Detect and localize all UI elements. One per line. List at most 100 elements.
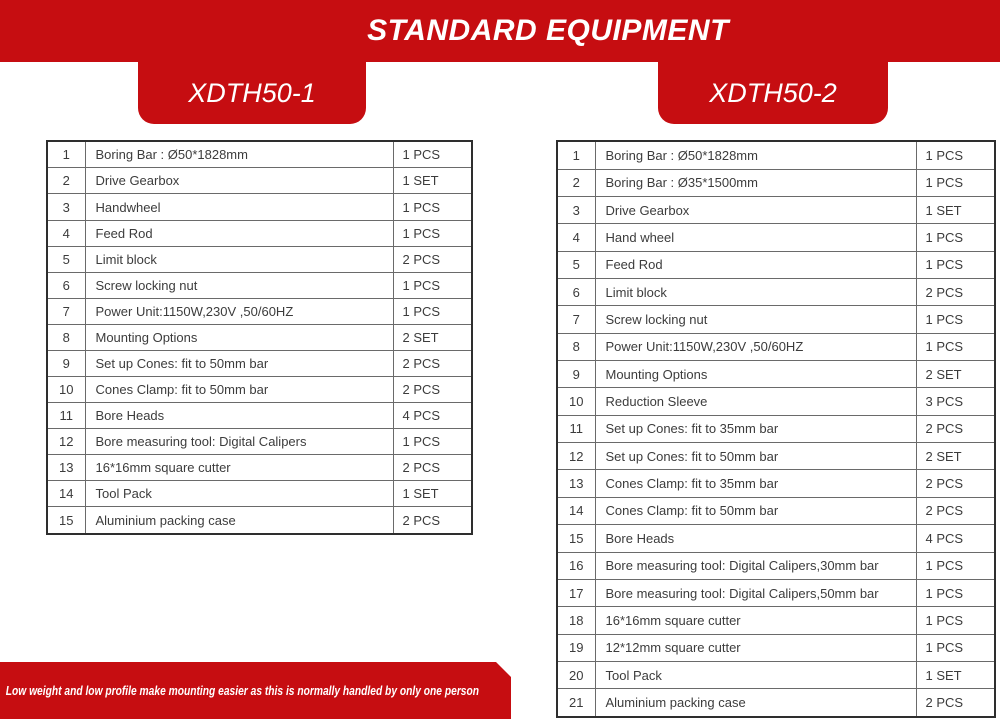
item-description: Cones Clamp: fit to 35mm bar	[594, 469, 917, 498]
row-number: 2	[46, 167, 86, 195]
item-quantity: 1 PCS	[915, 250, 996, 280]
table-row: 16 Bore measuring tool: Digital Calipers,…	[556, 551, 996, 580]
table-row: 2 Drive Gearbox 1 SET	[46, 167, 473, 195]
table-row: 13 16*16mm square cutter 2 PCS	[46, 454, 473, 482]
row-number: 11	[46, 402, 86, 430]
title-banner: STANDARD EQUIPMENT	[0, 0, 1000, 62]
table-row: 11 Bore Heads 4 PCS	[46, 402, 473, 430]
item-quantity: 4 PCS	[392, 402, 473, 430]
table-row: 12 Bore measuring tool: Digital Calipers 1…	[46, 428, 473, 456]
row-number: 5	[556, 250, 596, 280]
item-quantity: 2 PCS	[392, 349, 473, 378]
table-row: 2 Boring Bar : Ø35*1500mm 1 PCS	[556, 168, 996, 198]
item-description: Drive Gearbox	[594, 196, 917, 225]
table-row: 18 16*16mm square cutter 1 PCS	[556, 606, 996, 635]
item-quantity: 1 PCS	[392, 140, 473, 169]
item-quantity: 1 PCS	[392, 428, 473, 456]
item-description: Mounting Options	[594, 360, 917, 389]
item-description: Bore measuring tool: Digital Calipers,30…	[594, 551, 917, 580]
row-number: 9	[46, 349, 86, 378]
table-row: 9 Set up Cones: fit to 50mm bar 2 PCS	[46, 349, 473, 378]
item-quantity: 2 SET	[915, 360, 996, 389]
row-number: 3	[46, 193, 86, 221]
row-number: 8	[46, 323, 86, 351]
item-description: Set up Cones: fit to 50mm bar	[84, 349, 394, 378]
item-quantity: 2 PCS	[392, 454, 473, 482]
item-description: Feed Rod	[84, 219, 394, 247]
table-row: 21 Aluminium packing case 2 PCS	[556, 688, 996, 718]
item-description: Cones Clamp: fit to 50mm bar	[594, 496, 917, 526]
row-number: 8	[556, 332, 596, 362]
row-number: 13	[46, 454, 86, 482]
item-description: Bore Heads	[84, 402, 394, 430]
item-description: Set up Cones: fit to 50mm bar	[594, 442, 917, 471]
row-number: 15	[556, 524, 596, 553]
table-row: 9 Mounting Options 2 SET	[556, 360, 996, 389]
row-number: 2	[556, 168, 596, 198]
equipment-table-xdth50-1: 1 Boring Bar : Ø50*1828mm 1 PCS 2 Drive Gear…	[46, 140, 473, 535]
item-description: Set up Cones: fit to 35mm bar	[594, 414, 917, 444]
row-number: 6	[46, 271, 86, 299]
table-row: 1 Boring Bar : Ø50*1828mm 1 PCS	[556, 140, 996, 170]
item-quantity: 1 PCS	[915, 578, 996, 608]
item-quantity: 1 SET	[915, 660, 996, 690]
table-row: 7 Power Unit:1150W,230V ,50/60HZ 1 PCS	[46, 297, 473, 325]
item-quantity: 2 PCS	[392, 245, 473, 273]
item-description: Power Unit:1150W,230V ,50/60HZ	[594, 332, 917, 362]
row-number: 15	[46, 506, 86, 535]
item-description: Tool Pack	[84, 480, 394, 508]
item-description: 16*16mm square cutter	[594, 606, 917, 635]
row-number: 7	[46, 297, 86, 325]
item-quantity: 1 PCS	[915, 551, 996, 580]
item-description: Limit block	[594, 278, 917, 307]
tab-label: XDTH50-2	[709, 77, 837, 108]
item-description: Tool Pack	[594, 660, 917, 690]
row-number: 3	[556, 196, 596, 225]
item-quantity: 2 SET	[392, 323, 473, 351]
table-row: 6 Limit block 2 PCS	[556, 278, 996, 307]
tab-label: XDTH50-1	[188, 77, 316, 108]
table-row: 6 Screw locking nut 1 PCS	[46, 271, 473, 299]
item-description: Hand wheel	[594, 223, 917, 252]
item-quantity: 3 PCS	[915, 387, 996, 416]
item-description: Boring Bar : Ø35*1500mm	[594, 168, 917, 198]
item-quantity: 1 PCS	[915, 140, 996, 170]
table-row: 10 Cones Clamp: fit to 50mm bar 2 PCS	[46, 376, 473, 404]
table-row: 8 Power Unit:1150W,230V ,50/60HZ 1 PCS	[556, 332, 996, 362]
item-description: Bore measuring tool: Digital Calipers	[84, 428, 394, 456]
item-quantity: 1 PCS	[915, 168, 996, 198]
table-row: 11 Set up Cones: fit to 35mm bar 2 PCS	[556, 414, 996, 444]
item-description: Cones Clamp: fit to 50mm bar	[84, 376, 394, 404]
table-row: 10 Reduction Sleeve 3 PCS	[556, 387, 996, 416]
item-quantity: 2 SET	[915, 442, 996, 471]
row-number: 1	[46, 140, 86, 169]
item-quantity: 1 PCS	[915, 223, 996, 252]
item-description: Power Unit:1150W,230V ,50/60HZ	[84, 297, 394, 325]
item-quantity: 4 PCS	[915, 524, 996, 553]
table-row: 3 Drive Gearbox 1 SET	[556, 196, 996, 225]
table-row: 12 Set up Cones: fit to 50mm bar 2 SET	[556, 442, 996, 471]
item-description: Screw locking nut	[84, 271, 394, 299]
equipment-table-xdth50-2: 1 Boring Bar : Ø50*1828mm 1 PCS 2 Boring Bar…	[556, 140, 996, 718]
item-description: Boring Bar : Ø50*1828mm	[84, 140, 394, 169]
item-quantity: 1 PCS	[915, 633, 996, 662]
item-quantity: 1 SET	[392, 480, 473, 508]
item-description: Feed Rod	[594, 250, 917, 280]
item-quantity: 1 PCS	[915, 606, 996, 635]
row-number: 16	[556, 551, 596, 580]
table-row: 1 Boring Bar : Ø50*1828mm 1 PCS	[46, 140, 473, 169]
item-description: Reduction Sleeve	[594, 387, 917, 416]
row-number: 7	[556, 305, 596, 334]
item-quantity: 1 SET	[392, 167, 473, 195]
item-quantity: 2 PCS	[915, 469, 996, 498]
item-quantity: 2 PCS	[392, 506, 473, 535]
table-row: 14 Tool Pack 1 SET	[46, 480, 473, 508]
row-number: 10	[556, 387, 596, 416]
item-quantity: 2 PCS	[915, 414, 996, 444]
row-number: 4	[556, 223, 596, 252]
row-number: 19	[556, 633, 596, 662]
row-number: 13	[556, 469, 596, 498]
item-description: 12*12mm square cutter	[594, 633, 917, 662]
row-number: 6	[556, 278, 596, 307]
